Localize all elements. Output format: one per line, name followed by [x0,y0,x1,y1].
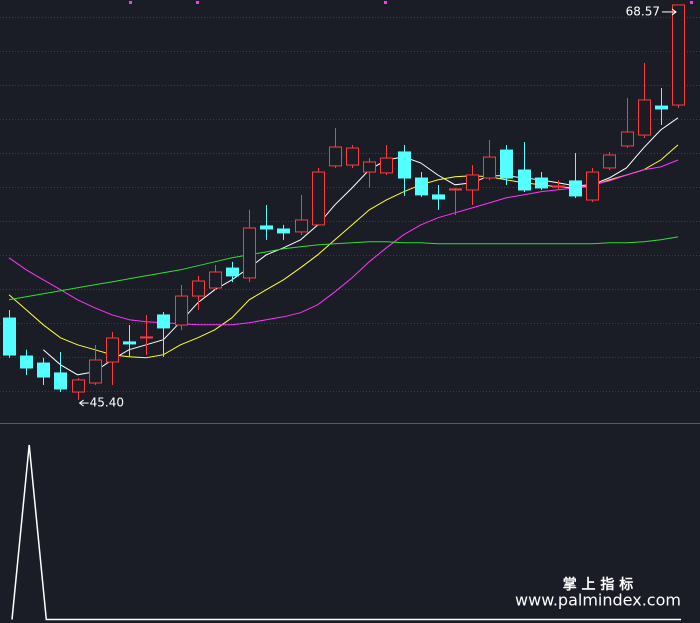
candle-body [621,131,634,147]
candle-body [89,359,102,384]
annotation-arrowhead [78,399,84,407]
candle-body [415,177,428,196]
candle-body [569,180,582,197]
candle-body [655,105,668,110]
candle-body [106,337,119,363]
marker [384,1,387,4]
candle-body [500,149,513,179]
ma-line [8,144,679,359]
candle-body [535,177,548,189]
candle-body [192,280,205,297]
candle-body [175,295,188,326]
marker [196,1,199,4]
marker [129,1,132,4]
candle-body [449,188,462,191]
candle-body [518,169,531,191]
candle-body [37,362,50,378]
candle-body [54,372,67,390]
candle-body [209,271,222,289]
candle-body [638,99,651,136]
candle-body [260,225,273,230]
candle-body [295,219,308,233]
candle-body [466,174,479,191]
candle-body [432,194,445,200]
watermark-url: www.palmindex.com [515,591,681,610]
candle-body [586,171,599,201]
candle-body [363,161,376,173]
candle-body [157,314,170,329]
top-markers [129,1,693,4]
candle-body [72,379,85,393]
candle-body [552,185,565,188]
candle-body [140,336,153,339]
candle-body [346,147,359,166]
candle-body [277,228,290,234]
candle-body [226,267,239,277]
candle-body [672,4,685,106]
candle-body [329,146,342,167]
candle-body [123,341,136,345]
candle-body [20,355,33,369]
annotation-label: 45.40 [90,396,124,410]
marker [690,1,693,4]
annotation-arrowhead [671,8,677,16]
candle-body [3,317,16,356]
ma-line [8,236,679,301]
candle-body [603,154,616,169]
candle-body [243,227,256,279]
candle-body [483,156,496,179]
indicator-line [11,444,681,621]
annotation-label: 68.57 [626,4,660,18]
candle-body [380,157,393,174]
watermark-cn: 掌 上 指 标 [563,576,634,593]
ma-line [8,159,679,326]
candle-body [312,171,325,226]
candle-body [398,151,411,179]
